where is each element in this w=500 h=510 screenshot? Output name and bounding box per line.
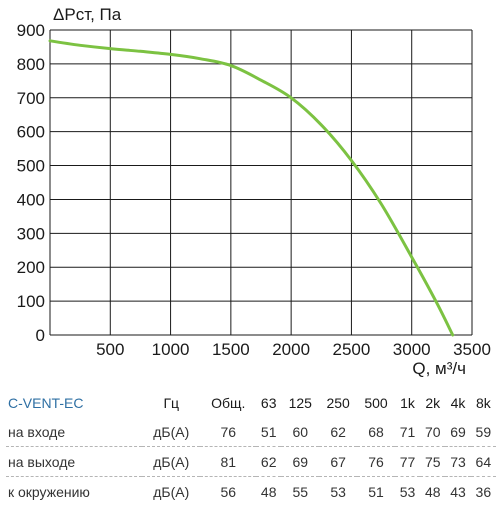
column-header: Общ. bbox=[211, 394, 246, 411]
column-header: 1k bbox=[400, 394, 415, 411]
y-tick-label-200: 200 bbox=[17, 258, 45, 277]
y-axis-title: ΔPст, Па bbox=[53, 5, 122, 24]
y-tick-label-700: 700 bbox=[17, 89, 45, 108]
series-line bbox=[48, 39, 455, 337]
table-header-row: C-VENT-EC Гц Общ. 63 125 250 500 1k 2k 4k 8k bbox=[6, 388, 496, 417]
pressure-flow-chart: 0 100 200 300 400 500 600 700 800 900 500 1000 1500… bbox=[17, 5, 491, 378]
y-tick-label-800: 800 bbox=[17, 55, 45, 74]
table-cell: 69 bbox=[281, 446, 320, 477]
table-cell: 36 bbox=[470, 476, 496, 506]
table-cell: 64 bbox=[470, 446, 496, 477]
table-cell: 53 bbox=[394, 476, 421, 506]
column-header: 4k bbox=[450, 394, 466, 411]
table-cell: 81 bbox=[200, 446, 257, 477]
y-tick-label-600: 600 bbox=[17, 123, 45, 142]
column-header: 125 bbox=[288, 394, 312, 411]
table-cell: 77 bbox=[394, 446, 421, 477]
x-tick-label-500: 500 bbox=[96, 340, 124, 359]
x-tick-label-2500: 2500 bbox=[333, 340, 371, 359]
table-cell: 67 bbox=[319, 446, 358, 477]
table-cell: 51 bbox=[260, 423, 277, 440]
x-axis-ticks: 500 1000 1500 2000 2500 3000 3500 bbox=[96, 340, 491, 359]
table-cell: 55 bbox=[281, 476, 320, 506]
table-cell: 70 bbox=[425, 423, 441, 440]
x-tick-label-2000: 2000 bbox=[272, 340, 310, 359]
row-unit: дБ(А) bbox=[142, 476, 201, 506]
column-header: 2k bbox=[425, 394, 441, 411]
column-header: 8k bbox=[475, 394, 491, 411]
x-tick-label-1000: 1000 bbox=[152, 340, 190, 359]
table-row: на входе дБ(А) 76 51 60 62 68 71 70 69 59 bbox=[6, 417, 496, 447]
x-tick-label-3500: 3500 bbox=[453, 340, 491, 359]
column-header: 63 bbox=[260, 394, 277, 411]
table-cell: 73 bbox=[445, 446, 471, 477]
y-tick-label-100: 100 bbox=[17, 292, 45, 311]
table-cell: 43 bbox=[445, 476, 471, 506]
table-body: на входе дБ(А) 76 51 60 62 68 71 70 69 59 на выходе… bbox=[6, 417, 496, 506]
table-cell: 76 bbox=[220, 423, 237, 440]
column-header: 500 bbox=[364, 394, 388, 411]
row-unit: дБ(А) bbox=[142, 446, 201, 477]
table-cell: 71 bbox=[399, 423, 416, 440]
table-cell: 48 bbox=[420, 476, 446, 506]
table-cell: 75 bbox=[420, 446, 446, 477]
x-tick-label-3000: 3000 bbox=[393, 340, 431, 359]
table-cell: 59 bbox=[475, 423, 492, 440]
x-tick-label-1500: 1500 bbox=[212, 340, 250, 359]
x-axis-title: Q, м³/ч bbox=[412, 359, 466, 378]
table-cell: 76 bbox=[357, 446, 395, 477]
table-cell: 68 bbox=[368, 423, 384, 440]
table-row: на выходе дБ(А) 81 62 69 67 76 77 75 73 64 bbox=[6, 446, 496, 477]
y-tick-label-500: 500 bbox=[17, 157, 45, 176]
table-cell: 62 bbox=[330, 423, 346, 440]
y-tick-label-0: 0 bbox=[36, 326, 45, 345]
table-cell: 48 bbox=[256, 476, 282, 506]
table-row: к окружению дБ(А) 56 48 55 53 51 53 48 43 36 bbox=[6, 476, 496, 506]
chart-grid bbox=[49, 29, 473, 336]
model-name: C-VENT-EC bbox=[8, 394, 84, 411]
column-header: Гц bbox=[163, 394, 180, 411]
table-cell: 60 bbox=[292, 423, 309, 440]
y-tick-label-900: 900 bbox=[17, 21, 45, 40]
table-cell: 62 bbox=[256, 446, 282, 477]
y-tick-label-400: 400 bbox=[17, 190, 45, 209]
y-axis-ticks: 0 100 200 300 400 500 600 700 800 900 bbox=[17, 21, 45, 345]
table-cell: 51 bbox=[357, 476, 395, 506]
table-cell: 53 bbox=[319, 476, 358, 506]
row-label: на выходе bbox=[6, 446, 143, 477]
column-header: 250 bbox=[326, 394, 350, 411]
noise-level-table: C-VENT-EC Гц Общ. 63 125 250 500 1k 2k 4k 8k на вх… bbox=[6, 388, 496, 506]
y-tick-label-300: 300 bbox=[17, 224, 45, 243]
row-label: на входе bbox=[8, 423, 66, 440]
table-cell: 56 bbox=[200, 476, 257, 506]
row-unit: дБ(А) bbox=[153, 423, 190, 440]
row-label: к окружению bbox=[6, 476, 143, 506]
table-cell: 69 bbox=[450, 423, 466, 440]
